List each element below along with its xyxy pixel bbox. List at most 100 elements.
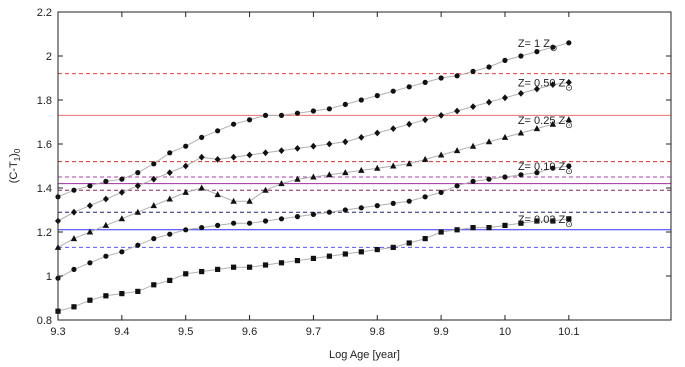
data-point <box>246 264 253 270</box>
data-point <box>454 183 460 189</box>
data-point <box>167 277 173 283</box>
data-point <box>119 176 125 182</box>
data-point <box>119 249 125 255</box>
data-point <box>294 145 301 152</box>
data-point <box>166 169 173 176</box>
sun-symbol: ⊙ <box>565 82 573 92</box>
data-point <box>135 170 141 176</box>
data-point <box>566 163 572 169</box>
data-point <box>566 216 572 222</box>
data-point <box>502 174 508 180</box>
data-point <box>342 251 348 257</box>
data-point <box>518 53 524 59</box>
data-point <box>102 195 109 203</box>
data-point <box>134 208 142 215</box>
data-point <box>454 73 460 79</box>
data-point <box>230 121 237 127</box>
y-tick-label: 0.8 <box>37 315 52 327</box>
x-tick-label: 10.1 <box>558 326 579 338</box>
data-point <box>501 94 508 102</box>
reference-lines <box>58 73 671 248</box>
data-point <box>470 178 476 184</box>
data-point <box>533 85 540 93</box>
data-point <box>278 180 285 187</box>
data-point <box>550 44 556 50</box>
data-point <box>71 304 77 310</box>
data-point <box>118 215 126 222</box>
data-point <box>103 293 109 299</box>
data-point <box>183 227 189 233</box>
data-point <box>406 240 412 246</box>
data-point <box>550 218 556 224</box>
data-point <box>86 228 94 235</box>
data-point <box>214 191 221 198</box>
x-tick-label: 9.9 <box>433 326 448 338</box>
data-point <box>119 291 125 297</box>
data-point <box>118 189 125 196</box>
data-point <box>470 103 477 110</box>
data-point <box>230 220 237 226</box>
x-tick-label: 9.4 <box>114 326 129 338</box>
sun-symbol: ⊙ <box>565 120 573 130</box>
data-point <box>230 197 237 204</box>
data-point <box>342 101 348 107</box>
data-point <box>390 244 396 250</box>
data-point <box>422 79 428 85</box>
data-point <box>310 255 317 261</box>
data-point <box>565 116 573 123</box>
data-point <box>469 142 477 149</box>
y-axis-label: (C-T1)0 <box>8 148 22 183</box>
data-point <box>135 288 141 294</box>
x-tick-label: 9.7 <box>306 326 321 338</box>
data-point <box>422 194 428 200</box>
data-point <box>215 128 221 134</box>
data-point <box>518 172 524 178</box>
series-label-1: Z= 0.50 Z⊙ <box>518 77 573 92</box>
series-label-2: Z= 0.25 Z⊙ <box>518 115 573 130</box>
plot-frame <box>57 11 672 321</box>
data-point <box>453 147 461 154</box>
data-point <box>438 112 445 119</box>
data-point <box>437 151 445 158</box>
data-point <box>502 57 508 64</box>
series-label-3: Z= 0.10 Z⊙ <box>518 161 573 176</box>
data-point <box>374 93 380 99</box>
series-label-text: Z= 1 Z <box>518 38 550 50</box>
sun-symbol: ⊙ <box>550 43 558 53</box>
data-point <box>326 209 332 215</box>
data-point <box>406 198 412 204</box>
y-axis-label-tail: ) <box>8 153 20 157</box>
data-point <box>87 260 93 266</box>
data-point <box>405 160 413 167</box>
data-point <box>278 112 285 118</box>
x-tick-label: 9.6 <box>242 326 257 338</box>
data-point <box>70 235 78 242</box>
data-point <box>310 173 317 180</box>
data-point <box>230 153 237 161</box>
data-point <box>183 271 189 277</box>
data-point <box>230 264 237 270</box>
data-point <box>470 225 476 231</box>
data-point <box>486 64 492 70</box>
data-point <box>534 170 540 176</box>
data-point <box>390 200 396 206</box>
data-point <box>374 164 381 171</box>
data-point <box>438 189 444 195</box>
y-tick-label: 1 <box>46 271 52 283</box>
data-point <box>454 107 461 115</box>
series-label-0: Z= 1 Z⊙ <box>518 38 558 53</box>
x-tick-label: 9.8 <box>370 326 385 338</box>
data-point <box>326 171 333 178</box>
data-point <box>278 147 285 154</box>
data-point <box>198 184 205 191</box>
data-point <box>246 117 253 123</box>
y-tick-label: 1.2 <box>37 227 52 239</box>
data-point <box>310 108 317 114</box>
data-point <box>374 203 380 209</box>
data-point <box>390 125 397 132</box>
data-point <box>102 221 110 228</box>
data-point <box>215 222 221 228</box>
sun-symbol: ⊙ <box>565 219 573 229</box>
data-point <box>486 225 492 231</box>
data-point <box>167 150 173 156</box>
